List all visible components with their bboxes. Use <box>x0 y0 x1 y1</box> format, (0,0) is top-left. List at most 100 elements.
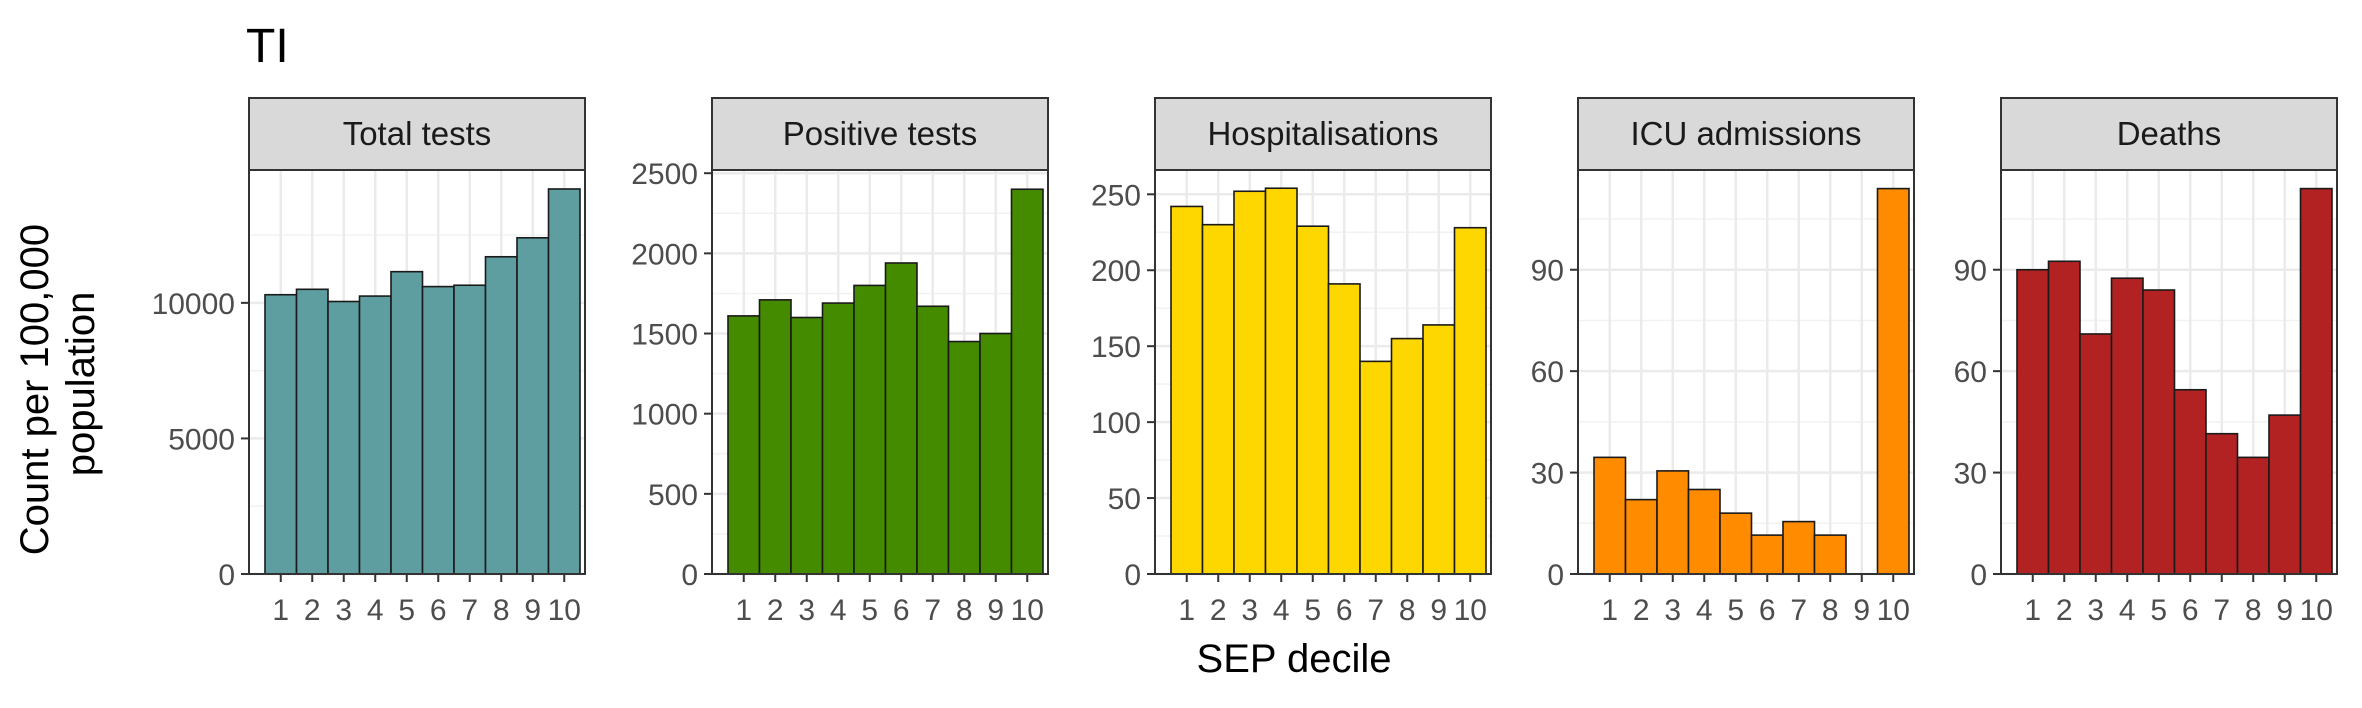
y-tick-label: 60 <box>1954 356 1987 389</box>
x-tick-label: 8 <box>956 594 973 627</box>
bar <box>1656 470 1690 575</box>
x-tick-label: 8 <box>1822 594 1839 627</box>
bar <box>2110 277 2144 575</box>
bar <box>1750 534 1784 575</box>
bar <box>327 300 361 575</box>
x-tick-label: 10 <box>1454 594 1487 627</box>
bar <box>1327 283 1361 575</box>
y-tick-label: 0 <box>1547 559 1564 592</box>
facet-strip-label: Positive tests <box>783 115 977 152</box>
bar <box>1233 190 1267 575</box>
x-tick-label: 8 <box>493 594 510 627</box>
x-axis-title: SEP decile <box>1197 637 1392 681</box>
bar <box>1010 188 1044 575</box>
y-axis-title-line-1: Count per 100,000 <box>13 224 57 555</box>
y-axis-title-line-2: population <box>59 292 103 477</box>
y-tick-label: 50 <box>1108 483 1141 516</box>
x-tick-label: 9 <box>987 594 1004 627</box>
y-tick-label: 100 <box>1091 407 1141 440</box>
x-tick-label: 9 <box>2276 594 2293 627</box>
y-tick-label: 0 <box>1970 559 1987 592</box>
bar <box>1264 187 1298 575</box>
x-tick-label: 5 <box>1304 594 1321 627</box>
bar <box>1453 226 1487 575</box>
y-tick-label: 0 <box>218 559 235 592</box>
x-tick-label: 8 <box>1399 594 1416 627</box>
facet-strip <box>711 97 1049 171</box>
x-tick-label: 6 <box>893 594 910 627</box>
x-tick-label: 2 <box>1210 594 1227 627</box>
facet-panel: Positive tests 0 500 1000 1500 2000 2500 1 2 3 4 5 6… <box>631 97 1049 627</box>
x-tick-label: 4 <box>830 594 847 627</box>
y-tick-label: 1000 <box>631 399 698 432</box>
y-tick-label: 150 <box>1091 331 1141 364</box>
x-tick-label: 2 <box>1633 594 1650 627</box>
bar <box>390 270 424 575</box>
x-tick-label: 10 <box>2300 594 2333 627</box>
x-tick-label: 4 <box>1273 594 1290 627</box>
bar <box>853 284 887 575</box>
bar <box>358 295 392 575</box>
y-tick-label: 10000 <box>152 288 235 321</box>
x-tick-label: 4 <box>2119 594 2136 627</box>
facet-strip-label: Total tests <box>343 115 492 152</box>
bar <box>1782 520 1816 575</box>
bar <box>453 284 487 575</box>
bar <box>484 255 518 575</box>
x-tick-label: 9 <box>524 594 541 627</box>
facet-strip-label: Deaths <box>2117 115 2222 152</box>
x-tick-label: 1 <box>2024 594 2041 627</box>
x-tick-label: 3 <box>1241 594 1258 627</box>
x-tick-label: 7 <box>924 594 941 627</box>
x-tick-label: 4 <box>367 594 384 627</box>
x-tick-label: 8 <box>2245 594 2262 627</box>
bar <box>1624 498 1658 575</box>
bar <box>2236 456 2270 575</box>
x-tick-label: 5 <box>398 594 415 627</box>
bar <box>264 293 298 575</box>
y-tick-label: 1500 <box>631 319 698 352</box>
bar <box>1876 187 1910 575</box>
x-tick-label: 3 <box>1664 594 1681 627</box>
bar <box>1390 337 1424 575</box>
x-tick-label: 2 <box>767 594 784 627</box>
bar <box>1201 223 1235 575</box>
facet-panel: Total tests 0 5000 10000 1 2 3 4 5 6 7 8 9 10 <box>152 97 586 627</box>
bar <box>1359 360 1393 575</box>
y-tick-label: 200 <box>1091 255 1141 288</box>
x-tick-label: 1 <box>1601 594 1618 627</box>
y-axis-title: Count per 100,000 population <box>13 213 103 556</box>
bar <box>2142 289 2176 575</box>
x-tick-label: 5 <box>861 594 878 627</box>
bar <box>2047 260 2081 575</box>
y-tick-label: 0 <box>681 559 698 592</box>
x-tick-label: 5 <box>2150 594 2167 627</box>
x-tick-label: 1 <box>735 594 752 627</box>
bar <box>979 332 1013 575</box>
x-tick-label: 9 <box>1853 594 1870 627</box>
x-tick-label: 5 <box>1727 594 1744 627</box>
x-tick-label: 1 <box>1178 594 1195 627</box>
bar <box>1593 456 1627 575</box>
y-tick-label: 90 <box>1531 255 1564 288</box>
bar <box>1719 512 1753 575</box>
x-tick-label: 7 <box>2213 594 2230 627</box>
bar <box>916 305 950 575</box>
x-tick-label: 3 <box>335 594 352 627</box>
x-tick-label: 6 <box>1336 594 1353 627</box>
facet-strip <box>2000 97 2338 171</box>
bar <box>947 340 981 575</box>
bar <box>516 236 550 575</box>
facet-strip <box>1577 97 1915 171</box>
facet-panel: Hospitalisations 0 50 100 150 200 250 1 2 3 4 5 6 7 8 9… <box>1091 97 1492 627</box>
x-tick-label: 7 <box>1367 594 1384 627</box>
bar <box>758 299 792 575</box>
bar <box>821 302 855 575</box>
y-tick-label: 90 <box>1954 255 1987 288</box>
bar <box>421 285 455 575</box>
facet-strip <box>248 97 586 171</box>
bar <box>1170 205 1204 575</box>
x-tick-label: 1 <box>272 594 289 627</box>
